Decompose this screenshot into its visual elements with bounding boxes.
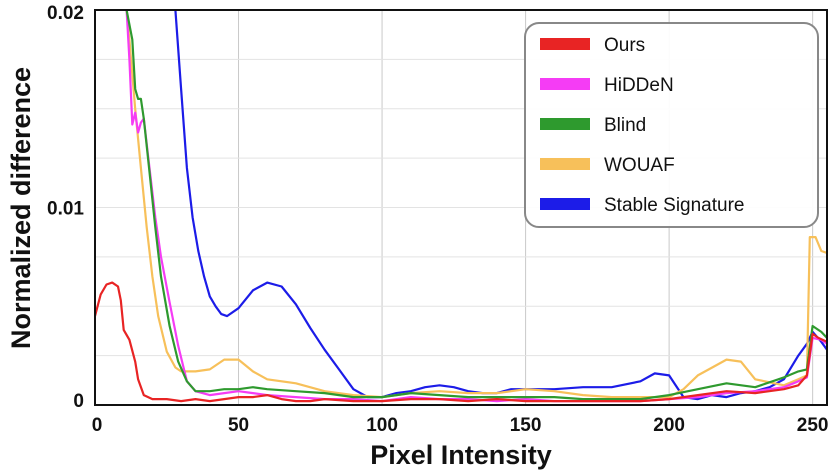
legend-swatch — [540, 198, 590, 210]
x-tick-labels: 0 50 100 150 200 250 — [92, 415, 829, 436]
legend-label: Blind — [604, 115, 646, 136]
x-tick-label: 250 — [797, 415, 829, 436]
legend-swatch — [540, 78, 590, 90]
legend-swatch — [540, 158, 590, 170]
x-tick-label: 50 — [228, 415, 249, 436]
y-tick-labels: 0 0.01 0.02 — [47, 3, 84, 412]
legend-box — [524, 22, 819, 228]
y-tick-label: 0 — [73, 391, 84, 412]
legend: Ours HiDDeN Blind WOUAF Stable Signature — [524, 22, 819, 228]
legend-label: HiDDeN — [604, 75, 674, 96]
x-tick-label: 200 — [653, 415, 685, 436]
x-tick-label: 0 — [92, 415, 103, 436]
series-line-ours — [95, 281, 827, 403]
legend-label: WOUAF — [604, 155, 675, 176]
legend-swatch — [540, 38, 590, 50]
series-layer — [95, 10, 827, 403]
x-tick-label: 150 — [510, 415, 542, 436]
legend-label: Stable Signature — [604, 195, 745, 216]
legend-swatch — [540, 118, 590, 130]
plot-frame — [94, 9, 828, 406]
y-tick-label: 0.02 — [47, 3, 84, 24]
series-line-blind — [125, 10, 827, 401]
series-line-wouaf — [125, 10, 827, 399]
series-line-stable-signature — [174, 10, 827, 401]
y-axis-label: Normalized difference — [6, 67, 36, 349]
x-tick-label: 100 — [366, 415, 398, 436]
x-axis-label: Pixel Intensity — [370, 440, 552, 470]
y-tick-label: 0.01 — [47, 199, 84, 220]
legend-label: Ours — [604, 35, 645, 56]
